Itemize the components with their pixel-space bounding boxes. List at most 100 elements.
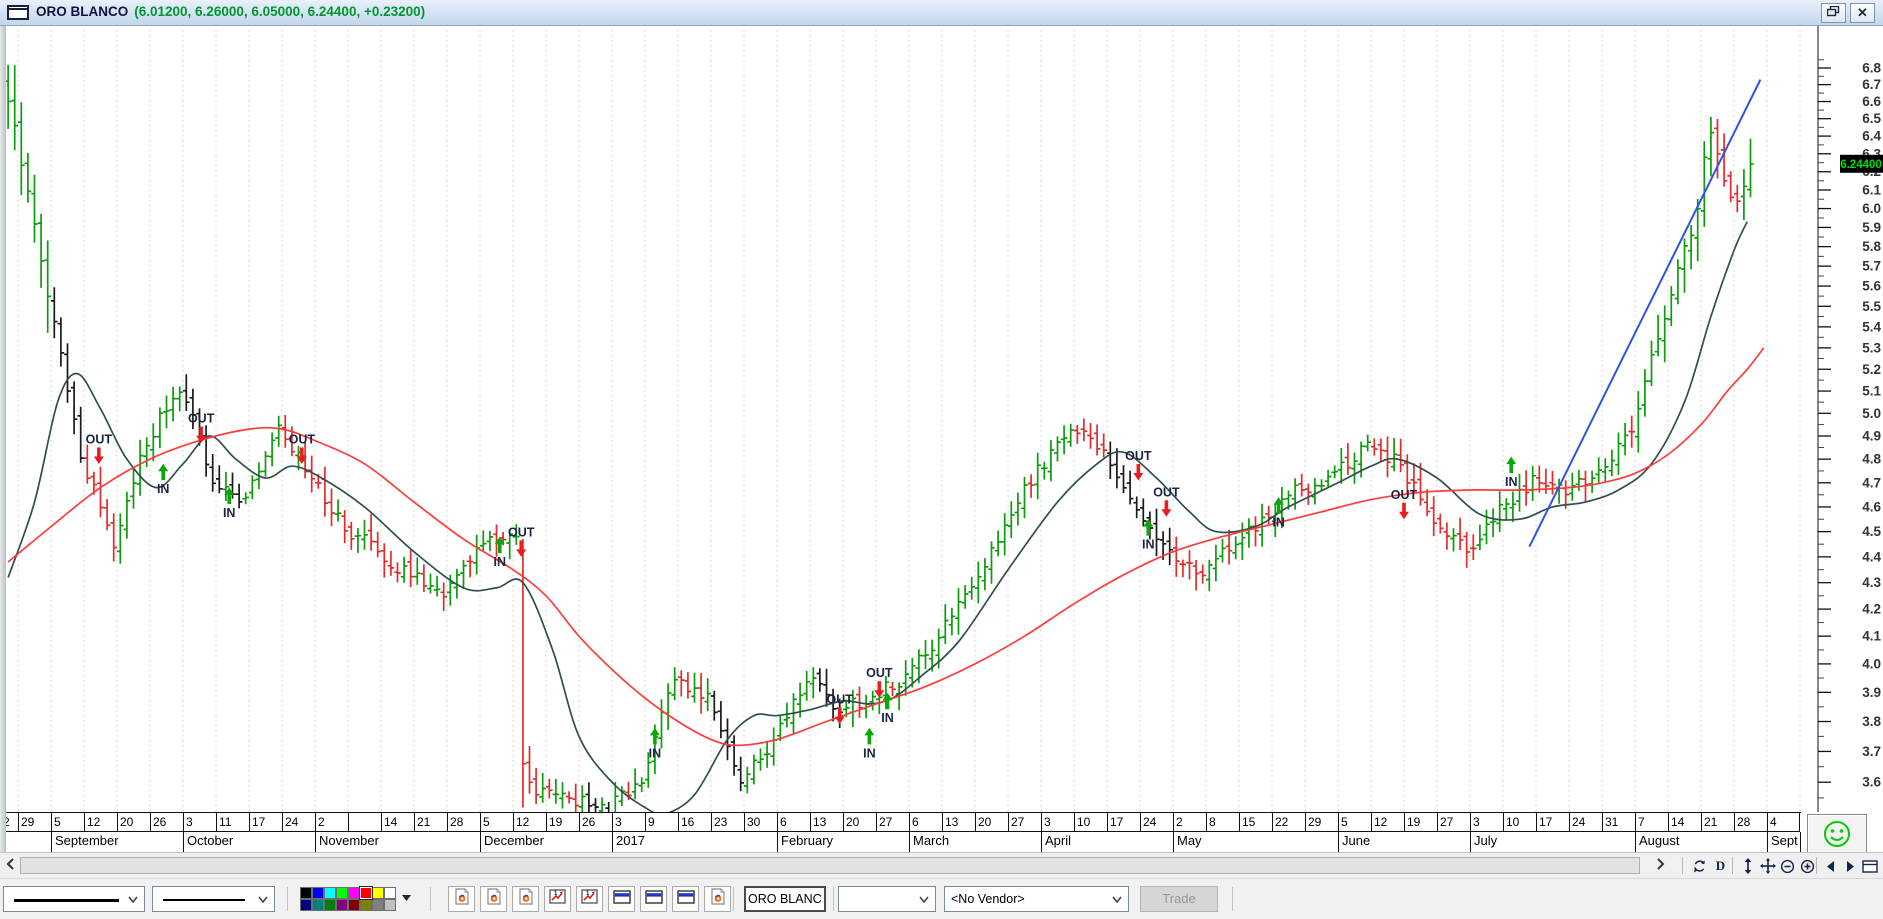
scroll-left-button[interactable] <box>2 856 19 875</box>
color-swatch[interactable] <box>372 899 384 911</box>
date-tick <box>348 813 381 832</box>
panel-layout-button[interactable] <box>1860 857 1879 875</box>
close-button[interactable]: ✕ <box>1850 3 1875 23</box>
svg-text:6.24400: 6.24400 <box>1840 159 1882 171</box>
palette-more-icon[interactable] <box>402 895 411 901</box>
layout-band-button[interactable] <box>672 886 699 912</box>
horizontal-scrollbar-row: D <box>0 852 1883 878</box>
price-axis: 3.6 3.7 3.8 3.9 4.0 4.1 4.2 4.3 4.4 4.5 4.6 4.7 4.8 4… <box>1817 26 1881 812</box>
color-swatch[interactable] <box>348 899 360 911</box>
date-tick: 3 <box>1470 813 1503 832</box>
chart-doc-icon <box>518 888 534 910</box>
page-right-icon <box>1847 860 1854 872</box>
page-left-button[interactable] <box>1821 857 1840 875</box>
interval-select[interactable] <box>838 886 936 912</box>
signal-in: IN <box>649 727 661 760</box>
date-tick: 5 <box>51 813 84 832</box>
month-label: November <box>319 833 379 848</box>
chevron-right-icon <box>1657 858 1665 870</box>
date-tick: 17 <box>249 813 282 832</box>
svg-text:3.8: 3.8 <box>1862 714 1881 729</box>
chevron-left-icon <box>6 858 14 870</box>
periodicity-button[interactable]: D <box>1711 857 1730 875</box>
restore-button[interactable] <box>1821 3 1846 23</box>
svg-text:4.1: 4.1 <box>1862 629 1881 644</box>
date-tick: 21 <box>1701 813 1734 832</box>
vertical-zoom-button[interactable] <box>1738 857 1757 875</box>
month-label: 2017 <box>616 833 645 848</box>
scrollbar-thumb[interactable] <box>20 857 1640 874</box>
month-separator <box>480 832 481 852</box>
color-swatch[interactable] <box>348 887 360 899</box>
signal-in: IN <box>1505 456 1518 489</box>
export-chart-button[interactable]: 1 <box>544 886 571 912</box>
color-swatch[interactable] <box>300 899 312 911</box>
trade-button[interactable]: Trade <box>1140 886 1218 912</box>
color-swatch[interactable] <box>312 887 324 899</box>
date-tick: 14 <box>381 813 414 832</box>
color-swatch[interactable] <box>336 899 348 911</box>
svg-text:4.2: 4.2 <box>1862 602 1881 617</box>
svg-text:6.0: 6.0 <box>1862 201 1881 216</box>
date-tick: 20 <box>975 813 1008 832</box>
chart-doc-button[interactable] <box>704 886 731 912</box>
chart-area[interactable]: OUT IN OUT IN OUT IN OUT IN OUT IN OUT IN OUT IN OUT IN… <box>0 26 1883 824</box>
page-right-button[interactable] <box>1841 857 1860 875</box>
panel-icon <box>1861 859 1878 873</box>
scroll-right-button[interactable] <box>1652 856 1669 875</box>
zoom-out-icon <box>1780 859 1795 873</box>
line-style-select[interactable] <box>3 886 145 912</box>
zoom-in-button[interactable] <box>1798 857 1817 875</box>
date-tick: 26 <box>150 813 183 832</box>
color-swatch[interactable] <box>300 887 312 899</box>
refresh-button[interactable] <box>1690 857 1709 875</box>
color-swatch[interactable] <box>384 887 396 899</box>
date-tick: 21 <box>414 813 447 832</box>
color-swatch[interactable] <box>372 887 384 899</box>
signal-out: OUT <box>866 666 893 698</box>
month-separator <box>183 832 184 852</box>
color-swatch[interactable] <box>360 899 372 911</box>
svg-text:OUT: OUT <box>1153 485 1180 499</box>
layout-band-button[interactable] <box>608 886 635 912</box>
trendline[interactable] <box>1528 79 1762 548</box>
color-swatch[interactable] <box>384 899 396 911</box>
color-swatch[interactable] <box>324 887 336 899</box>
color-swatch[interactable] <box>324 899 336 911</box>
svg-text:OUT: OUT <box>188 412 215 426</box>
date-axis-months[interactable]: September October November December 2017 Febr… <box>0 832 1801 852</box>
color-swatch[interactable] <box>359 886 373 900</box>
signal-in: IN <box>223 487 235 520</box>
color-swatch[interactable] <box>312 899 324 911</box>
zoom-out-button[interactable] <box>1778 857 1797 875</box>
pan-button[interactable] <box>1758 857 1777 875</box>
date-tick: 3 <box>183 813 216 832</box>
svg-text:IN: IN <box>157 482 170 496</box>
date-axis-ticks[interactable]: 2 29 5 12 20 26 3 11 17 24 2 14 21 28 5 12 19 26 3 9 16 23 30 6… <box>0 812 1801 832</box>
export-chart-button[interactable]: 1 <box>576 886 603 912</box>
month-label: December <box>484 833 544 848</box>
svg-text:4.9: 4.9 <box>1862 428 1881 443</box>
chart-doc-button[interactable] <box>480 886 507 912</box>
chart-canvas[interactable]: OUT IN OUT IN OUT IN OUT IN OUT IN OUT IN OUT IN OUT IN… <box>0 26 1883 824</box>
date-tick: 29 <box>1305 813 1338 832</box>
chart-doc-button[interactable] <box>512 886 539 912</box>
color-swatch[interactable] <box>336 887 348 899</box>
svg-text:IN: IN <box>1272 516 1285 530</box>
sentiment-button[interactable] <box>1807 814 1867 854</box>
signal-out: OUT <box>508 525 535 557</box>
separator <box>1682 857 1683 874</box>
layout-band-icon <box>612 889 631 909</box>
chart-doc-button[interactable] <box>448 886 475 912</box>
symbol-input[interactable] <box>744 886 826 912</box>
layout-band-button[interactable] <box>640 886 667 912</box>
window-icon <box>7 5 29 20</box>
vendor-select[interactable]: <No Vendor> <box>944 886 1129 912</box>
svg-text:4.7: 4.7 <box>1862 475 1881 490</box>
svg-text:6.8: 6.8 <box>1862 61 1881 76</box>
month-label: March <box>913 833 950 848</box>
svg-text:3.7: 3.7 <box>1862 744 1881 759</box>
svg-text:3.6: 3.6 <box>1862 775 1881 790</box>
line-width-select[interactable] <box>152 886 275 912</box>
svg-text:1: 1 <box>586 891 590 897</box>
